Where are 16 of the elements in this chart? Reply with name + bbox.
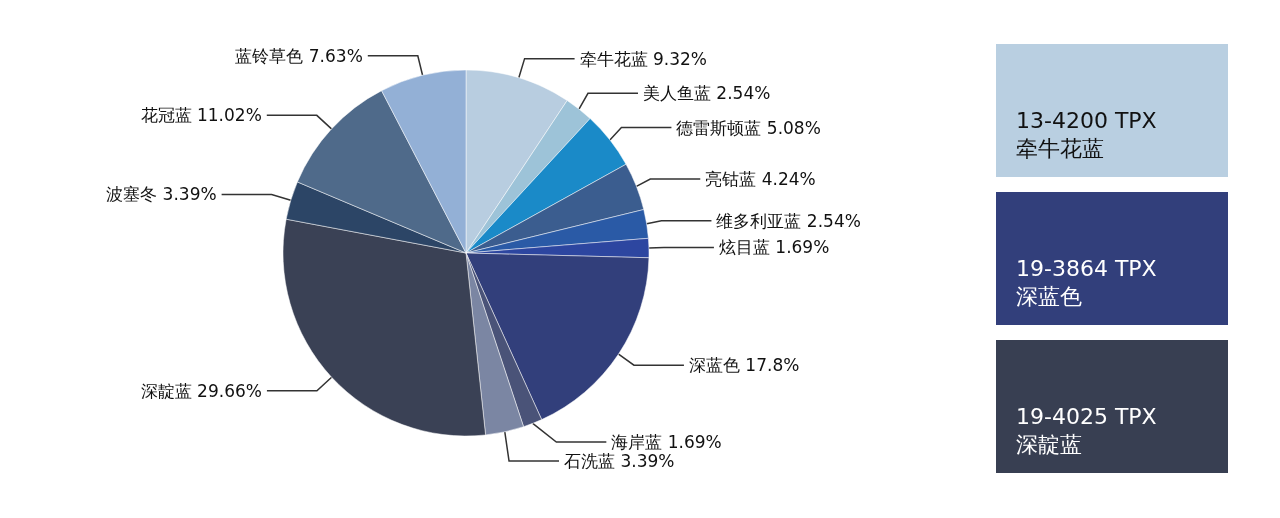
slice-label: 深蓝色 17.8% bbox=[688, 355, 800, 376]
slice-label: 牵牛花蓝 9.32% bbox=[579, 48, 708, 69]
slice-label: 德雷斯顿蓝 5.08% bbox=[676, 117, 821, 138]
slice-label: 美人鱼蓝 2.54% bbox=[642, 83, 771, 104]
swatch-card: 19-3864 TPX 深蓝色 bbox=[996, 192, 1228, 325]
slice-label: 石洗蓝 3.39% bbox=[564, 451, 675, 472]
swatch-card: 13-4200 TPX 牵牛花蓝 bbox=[996, 44, 1228, 177]
slice-label: 深靛蓝 29.66% bbox=[140, 380, 262, 401]
slice-label: 海岸蓝 1.69% bbox=[611, 432, 722, 453]
slice-label: 蓝铃草色 7.63% bbox=[235, 45, 363, 66]
slice-label: 亮钴蓝 4.24% bbox=[705, 169, 816, 190]
slice-label: 维多利亚蓝 2.54% bbox=[716, 210, 861, 231]
swatch-card: 19-4025 TPX 深靛蓝 bbox=[996, 340, 1228, 473]
slice-label: 波塞冬 3.39% bbox=[106, 184, 217, 205]
slice-label: 炫目蓝 1.69% bbox=[718, 237, 830, 258]
slice-label: 花冠蓝 11.02% bbox=[140, 105, 262, 126]
